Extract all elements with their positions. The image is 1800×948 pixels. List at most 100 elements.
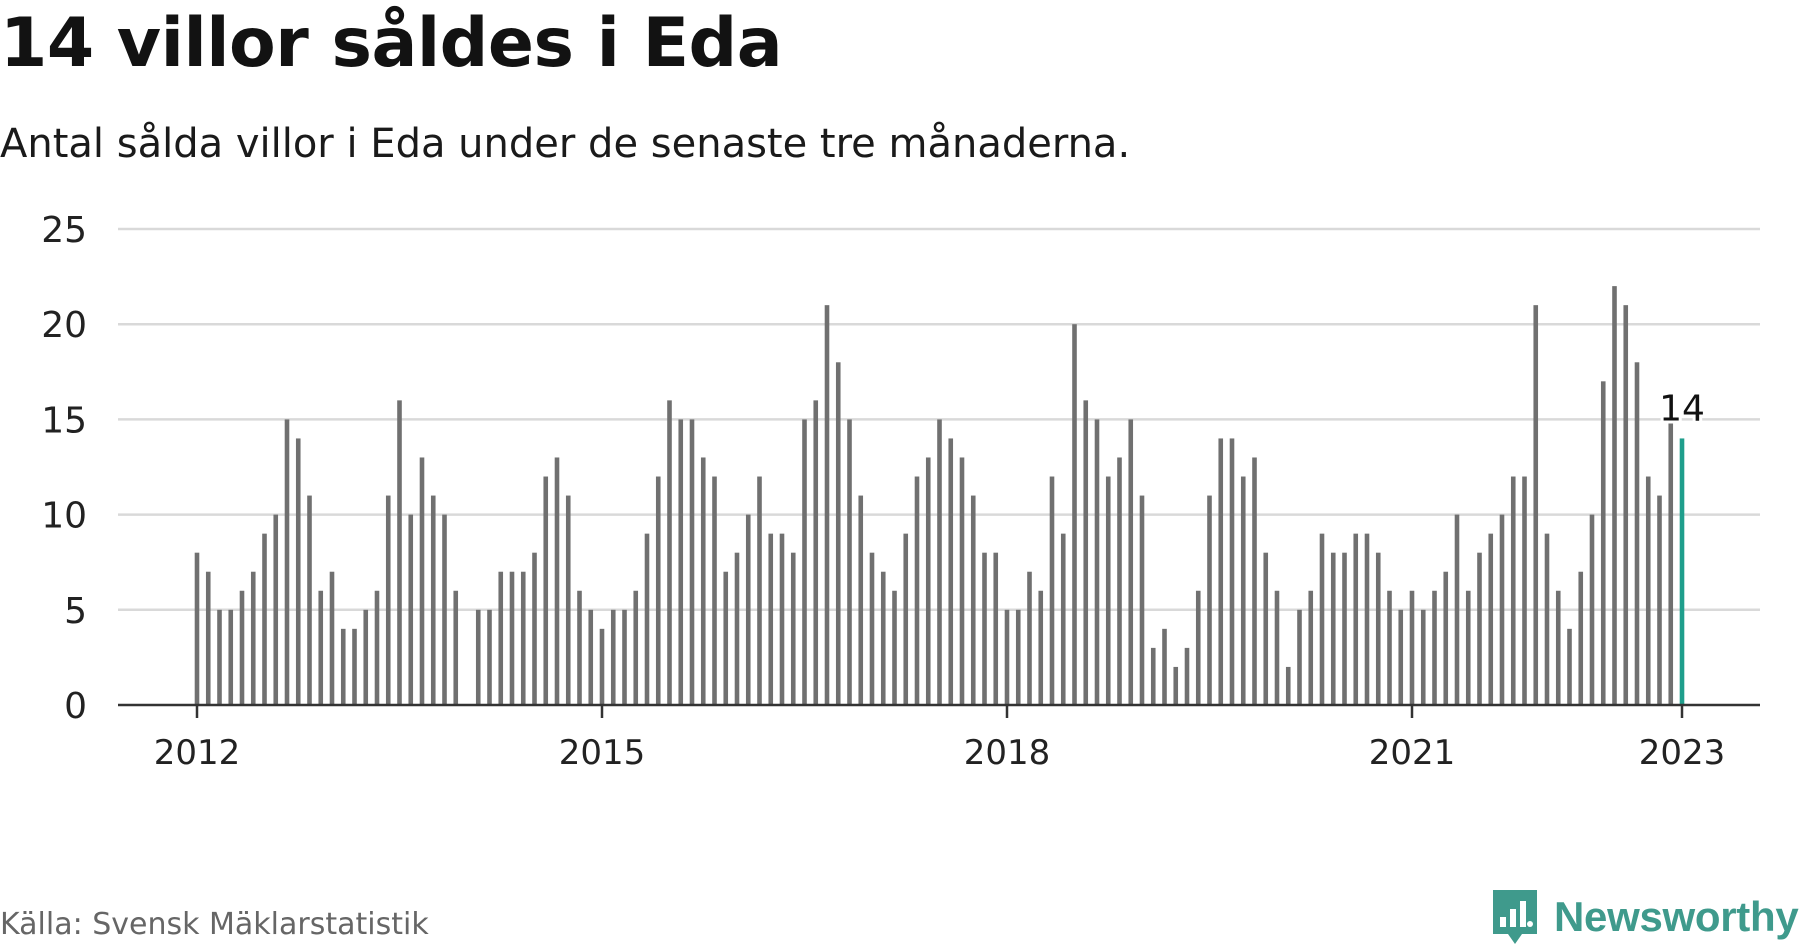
bar — [610, 609, 616, 705]
bar — [779, 533, 785, 705]
bar — [655, 476, 661, 705]
bar — [453, 590, 459, 705]
bar — [768, 533, 774, 705]
bars — [194, 286, 1685, 705]
bar — [937, 419, 942, 705]
bar — [487, 609, 492, 705]
y-tick-label: 5 — [64, 591, 87, 632]
bar — [835, 362, 841, 705]
brand-name: Newsworthy — [1554, 893, 1799, 940]
bar — [239, 590, 245, 705]
bar — [1375, 552, 1381, 705]
y-axis-ticks: 0 5 10 15 20 25 — [41, 210, 87, 727]
bar — [1173, 666, 1179, 705]
bar — [352, 628, 357, 705]
x-tick-label: 2018 — [964, 733, 1051, 773]
x-tick-label: 2012 — [154, 733, 241, 773]
x-axis: 2012 2015 2018 2021 2023 — [118, 703, 1760, 773]
bar — [262, 533, 267, 705]
bar — [498, 571, 504, 705]
brand-logo: Newsworthy — [1490, 886, 1799, 948]
bar — [374, 590, 380, 705]
bar — [1364, 533, 1370, 705]
bar — [925, 457, 931, 705]
bar — [217, 609, 222, 705]
bar — [1207, 495, 1212, 705]
bar — [914, 476, 920, 705]
bar — [577, 590, 582, 705]
bar — [340, 628, 346, 705]
y-tick-label: 0 — [64, 686, 87, 727]
bar — [329, 571, 335, 705]
bar — [1342, 552, 1347, 705]
bar — [1420, 609, 1426, 705]
bar — [1409, 590, 1415, 705]
bar — [408, 514, 414, 705]
bar — [1252, 457, 1257, 705]
bar — [1330, 552, 1336, 705]
bar — [1218, 438, 1224, 705]
bar — [1240, 476, 1246, 705]
bar — [948, 438, 954, 705]
source-note: Källa: Svensk Mäklarstatistik — [0, 907, 429, 942]
bar — [475, 609, 481, 705]
bar — [824, 305, 830, 705]
bar — [295, 438, 301, 705]
bar — [892, 590, 897, 705]
bar — [250, 571, 256, 705]
bar — [734, 552, 740, 705]
bar — [1027, 571, 1032, 705]
bar — [1657, 495, 1662, 705]
bar — [1117, 457, 1122, 705]
bar — [554, 457, 560, 705]
bar — [307, 495, 312, 705]
bar — [509, 571, 515, 705]
y-tick-label: 10 — [41, 496, 87, 537]
bar — [273, 514, 279, 705]
bar — [205, 571, 211, 705]
bar — [869, 552, 875, 705]
bar — [644, 533, 650, 705]
bar — [1060, 533, 1066, 705]
bar — [1668, 419, 1674, 705]
bar — [228, 609, 234, 705]
bar — [284, 419, 290, 705]
bar — [723, 571, 729, 705]
x-tick-label: 2023 — [1639, 733, 1726, 773]
bar — [1308, 590, 1314, 705]
bar — [599, 628, 605, 705]
bar — [757, 476, 762, 705]
bar — [1195, 590, 1201, 705]
bar — [959, 457, 965, 705]
bar — [1623, 305, 1629, 705]
bar — [689, 419, 695, 705]
bar — [745, 514, 751, 705]
bar — [442, 514, 447, 705]
bar — [1353, 533, 1359, 705]
bar — [903, 533, 909, 705]
y-tick-label: 15 — [41, 400, 87, 441]
bar — [520, 571, 526, 705]
chart-title: 14 villor såldes i Eda — [0, 4, 783, 83]
bar — [1454, 514, 1460, 705]
bar — [1488, 533, 1494, 705]
bar — [1589, 514, 1595, 705]
bar — [363, 609, 369, 705]
bar — [1038, 590, 1044, 705]
y-tick-label: 25 — [41, 210, 87, 251]
bar — [633, 590, 639, 705]
bar — [712, 476, 717, 705]
bar — [970, 495, 976, 705]
bar — [1015, 609, 1021, 705]
bar — [1432, 590, 1437, 705]
bar — [397, 400, 402, 705]
bar — [1184, 647, 1190, 705]
bar — [1229, 438, 1235, 705]
bar — [1398, 609, 1404, 705]
bar — [1083, 400, 1089, 705]
bar — [1522, 476, 1527, 705]
bar — [993, 552, 999, 705]
bar — [982, 552, 987, 705]
bar — [1049, 476, 1055, 705]
bar — [847, 419, 852, 705]
